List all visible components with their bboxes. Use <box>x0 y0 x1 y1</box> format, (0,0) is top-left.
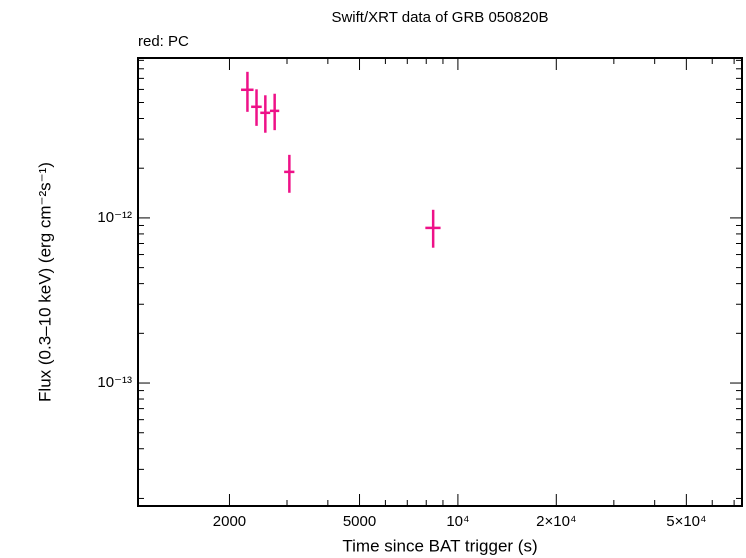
y-tick-label: 10⁻¹³ <box>97 374 132 391</box>
x-tick-label: 10⁴ <box>446 513 469 530</box>
x-tick-label: 5×10⁴ <box>666 513 706 530</box>
x-tick-label: 2×10⁴ <box>536 513 576 530</box>
x-tick-label: 5000 <box>343 513 376 530</box>
x-axis-label: Time since BAT trigger (s) <box>342 536 537 555</box>
plot-frame <box>137 57 743 507</box>
y-tick-label: 10⁻¹² <box>97 209 132 226</box>
y-axis-label: Flux (0.3–10 keV) (erg cm⁻²s⁻¹) <box>35 162 54 402</box>
chart-title: Swift/XRT data of GRB 050820B <box>331 9 548 26</box>
chart-subtitle: red: PC <box>138 33 189 50</box>
x-tick-label: 2000 <box>213 513 246 530</box>
